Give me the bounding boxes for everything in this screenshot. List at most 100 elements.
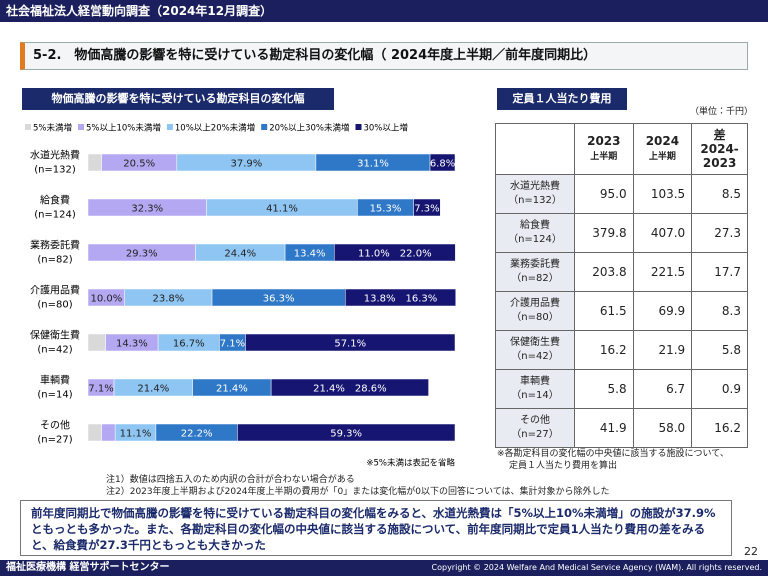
row-label-text: 給食費 bbox=[520, 220, 550, 231]
data-label: 29.3% bbox=[126, 249, 158, 260]
data-label: 24.4% bbox=[224, 249, 256, 260]
header-text: 上半期 bbox=[648, 152, 676, 162]
footer-right: Copyright © 2024 Welfare And Medical Ser… bbox=[431, 563, 762, 572]
row-label-text: 業務委託費 bbox=[510, 259, 560, 270]
data-label: 37.9% bbox=[230, 159, 262, 170]
data-label: 41.1% bbox=[266, 204, 298, 215]
table-note: 定員１人当たり費用を算出 bbox=[509, 461, 618, 471]
data-label: 7.3% bbox=[414, 204, 439, 215]
category-label: 業務委託費 bbox=[30, 239, 80, 252]
header-text: 2023 bbox=[702, 156, 737, 170]
data-label: 13.8% 16.3% bbox=[364, 294, 438, 305]
category-sublabel: (n=82) bbox=[37, 255, 72, 266]
data-label: 31.1% bbox=[357, 159, 389, 170]
row-label: 保健衛生費 （n=42） bbox=[495, 330, 575, 370]
note: 注2）2023年度上半期および2024年度上半期の費用が「0」または変化幅が0以… bbox=[106, 487, 610, 497]
data-label: 21.4% 28.6% bbox=[313, 384, 387, 395]
table-cell: 69.9 bbox=[632, 291, 693, 331]
category-label: その他 bbox=[40, 419, 70, 432]
bar-segment bbox=[429, 153, 456, 172]
legend-swatch bbox=[261, 124, 268, 130]
note: 注1）数値は四捨五入のため内訳の合計が合わない場合がある bbox=[106, 475, 355, 485]
legend-swatch bbox=[25, 124, 31, 130]
category-sublabel: (n=124) bbox=[34, 210, 76, 221]
table-cell: 95.0 bbox=[574, 174, 634, 214]
data-label: 7.1% bbox=[88, 384, 113, 395]
data-label: 6.8% bbox=[430, 159, 455, 170]
row-label-text: 保健衛生費 bbox=[510, 337, 560, 348]
data-label: 7.1% bbox=[220, 339, 245, 350]
bar-segment bbox=[245, 333, 456, 352]
category-sublabel: (n=27) bbox=[37, 435, 72, 446]
table-row: 給食費 （n=124） 379.8 407.0 27.3 bbox=[495, 213, 748, 253]
category-label: 水道光熱費 bbox=[30, 149, 80, 162]
table-row: 水道光熱費 （n=132） 95.0 103.5 8.5 bbox=[495, 174, 748, 214]
table-note: ※各勘定科目の変化幅の中央値に該当する施設について、 bbox=[497, 449, 729, 459]
table-row: 保健衛生費 （n=42） 16.2 21.9 5.8 bbox=[495, 330, 748, 370]
header-text: 2024 bbox=[645, 134, 680, 148]
table-cell: 6.7 bbox=[632, 369, 693, 409]
header-bar: 社会福祉法人経営動向調査（2024年12月調査） bbox=[0, 0, 768, 22]
legend-label: 20%以上30%未満増 bbox=[269, 123, 349, 134]
row-label-text: （n=14） bbox=[511, 390, 559, 401]
unit-label: （単位：千円） bbox=[690, 107, 754, 117]
table-cell: 61.5 bbox=[574, 291, 634, 331]
table-cell: 203.8 bbox=[574, 252, 634, 292]
header-text: 差 bbox=[713, 128, 726, 142]
bar-segment bbox=[345, 288, 456, 307]
table-cell: 58.0 bbox=[632, 408, 693, 448]
data-label: 14.3% bbox=[116, 339, 148, 350]
data-label: 13.4% bbox=[294, 249, 326, 260]
legend-swatch bbox=[78, 124, 84, 130]
data-label: 16.7% bbox=[173, 339, 205, 350]
data-label: 15.3% bbox=[370, 204, 402, 215]
data-label: 10.0% bbox=[90, 294, 122, 305]
row-label-text: 水道光熱費 bbox=[510, 181, 560, 192]
data-label: 59.3% bbox=[330, 429, 362, 440]
table-cell: 221.5 bbox=[632, 252, 693, 292]
bar-segment bbox=[334, 243, 456, 262]
category-sublabel: (n=14) bbox=[37, 390, 72, 401]
legend-label: 10%以上20%未満増 bbox=[175, 123, 255, 134]
table-cell: 5.8 bbox=[574, 369, 634, 409]
table-cell: 41.9 bbox=[574, 408, 634, 448]
category-label: 車輌費 bbox=[40, 374, 70, 387]
table-notes: ※各勘定科目の変化幅の中央値に該当する施設について、定員１人当たり費用を算出 bbox=[497, 448, 729, 472]
data-label: 23.8% bbox=[152, 294, 184, 305]
table-row: その他 （n=27） 41.9 58.0 16.2 bbox=[495, 408, 748, 448]
legend-swatch bbox=[166, 124, 173, 130]
summary: 前年度同期比で物価高騰の影響を特に受けている勘定科目の変化幅をみると、水道光熱費… bbox=[20, 500, 732, 556]
cost-table: 2023 上半期 2024 上半期 差 2024- 2023 水道光熱費 （n=132） 95.0… bbox=[495, 123, 748, 448]
row-label-text: （n=124） bbox=[508, 234, 562, 245]
category-label: 保健衛生費 bbox=[30, 329, 80, 342]
category-sublabel: (n=80) bbox=[37, 300, 72, 311]
table-cell: 5.8 bbox=[691, 330, 748, 370]
table-cell: 407.0 bbox=[632, 213, 693, 253]
legend-label: 5%以上10%未満増 bbox=[86, 123, 161, 134]
legend-label: 30%以上増 bbox=[363, 123, 407, 134]
bar-segment bbox=[101, 423, 116, 442]
row-label: 車輌費 （n=14） bbox=[495, 369, 575, 409]
data-label: 22.2% bbox=[181, 429, 213, 440]
table-row: 介護用品費 （n=80） 61.5 69.9 8.3 bbox=[495, 291, 748, 331]
data-label: 20.5% bbox=[123, 159, 155, 170]
table-cell: 16.2 bbox=[574, 330, 634, 370]
table-header-cell: 2023 上半期 bbox=[574, 123, 634, 175]
row-label-text: 車輌費 bbox=[520, 376, 550, 387]
row-label: 給食費 （n=124） bbox=[495, 213, 575, 253]
table-cell: 0.9 bbox=[691, 369, 748, 409]
header-text: 2024- bbox=[700, 142, 739, 156]
header-text: 上半期 bbox=[590, 152, 618, 162]
row-label: 業務委託費 （n=82） bbox=[495, 252, 575, 292]
bar-segment bbox=[87, 333, 106, 352]
header-title: 社会福祉法人経営動向調査（2024年12月調査） bbox=[6, 4, 273, 18]
section-title: 5-2. 物価高騰の影響を特に受けている勘定科目の変化幅（ 2024年度上半期／… bbox=[20, 42, 748, 70]
data-label: 57.1% bbox=[334, 339, 366, 350]
table-cell: 27.3 bbox=[691, 213, 748, 253]
table-corner bbox=[495, 123, 575, 175]
row-label: 介護用品費 （n=80） bbox=[495, 291, 575, 331]
table-cell: 379.8 bbox=[574, 213, 634, 253]
table-cell: 21.9 bbox=[632, 330, 693, 370]
footer: 福祉医療機構 経営サポートセンター Copyright © 2024 Welfar… bbox=[0, 560, 768, 576]
